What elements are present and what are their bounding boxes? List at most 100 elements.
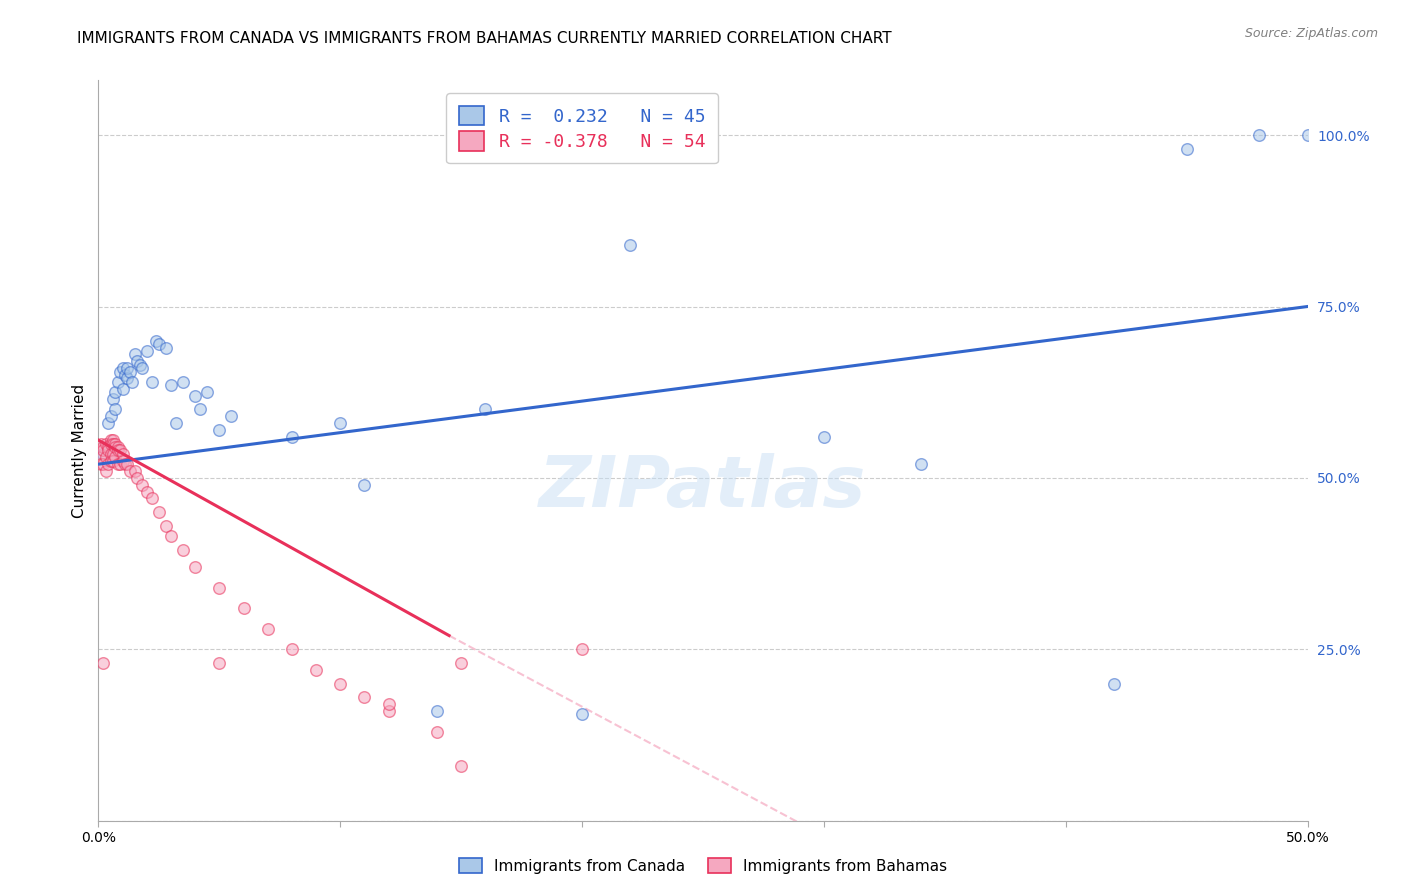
Point xyxy=(94,450,117,465)
Point xyxy=(208,656,231,670)
Point xyxy=(619,237,641,252)
Point xyxy=(281,642,304,657)
Text: IMMIGRANTS FROM CANADA VS IMMIGRANTS FROM BAHAMAS CURRENTLY MARRIED CORRELATION : IMMIGRANTS FROM CANADA VS IMMIGRANTS FRO… xyxy=(77,31,891,46)
Point xyxy=(101,392,124,406)
Point xyxy=(281,430,304,444)
Y-axis label: Currently Married: Currently Married xyxy=(72,384,87,517)
Point xyxy=(117,371,139,385)
Point xyxy=(100,409,122,424)
Point xyxy=(571,642,593,657)
Point xyxy=(118,365,141,379)
Point xyxy=(1296,128,1319,142)
Point xyxy=(111,361,134,376)
Point xyxy=(377,697,399,711)
Point xyxy=(107,443,129,458)
Point xyxy=(108,443,131,458)
Point xyxy=(91,656,114,670)
Point xyxy=(571,707,593,722)
Point xyxy=(256,622,278,636)
Point xyxy=(155,341,177,355)
Point xyxy=(100,436,122,450)
Point xyxy=(124,347,146,361)
Point xyxy=(107,457,129,471)
Point xyxy=(155,519,177,533)
Point xyxy=(94,436,117,450)
Point xyxy=(100,447,122,461)
Point xyxy=(329,676,352,690)
Point xyxy=(141,491,163,506)
Point xyxy=(208,423,231,437)
Point xyxy=(148,505,170,519)
Point xyxy=(101,454,124,468)
Point xyxy=(426,704,449,718)
Point xyxy=(329,416,352,430)
Point xyxy=(910,457,932,471)
Point xyxy=(141,375,163,389)
Point xyxy=(121,375,143,389)
Point xyxy=(97,443,120,458)
Point xyxy=(107,440,129,454)
Point xyxy=(101,433,124,447)
Point xyxy=(97,440,120,454)
Point xyxy=(353,477,375,491)
Point xyxy=(118,464,141,478)
Point xyxy=(108,365,131,379)
Point xyxy=(450,759,472,773)
Point xyxy=(160,378,183,392)
Point xyxy=(107,375,129,389)
Point xyxy=(91,447,114,461)
Point xyxy=(377,704,399,718)
Point xyxy=(108,457,131,471)
Point xyxy=(101,447,124,461)
Point xyxy=(94,464,117,478)
Point xyxy=(127,354,149,368)
Point xyxy=(184,560,207,574)
Point xyxy=(90,457,112,471)
Point xyxy=(305,663,328,677)
Point xyxy=(127,471,149,485)
Point xyxy=(124,464,146,478)
Point xyxy=(117,457,139,471)
Point xyxy=(104,385,127,400)
Point xyxy=(91,457,114,471)
Point xyxy=(145,334,167,348)
Point xyxy=(104,402,127,417)
Point xyxy=(172,542,194,557)
Text: ZIPatlas: ZIPatlas xyxy=(540,453,866,522)
Point xyxy=(172,375,194,389)
Point xyxy=(813,430,835,444)
Point xyxy=(111,447,134,461)
Point xyxy=(90,436,112,450)
Point xyxy=(165,416,187,430)
Point xyxy=(1175,142,1198,156)
Point xyxy=(104,440,127,454)
Point xyxy=(450,656,472,670)
Text: Source: ZipAtlas.com: Source: ZipAtlas.com xyxy=(1244,27,1378,40)
Point xyxy=(90,450,112,465)
Point xyxy=(131,361,153,376)
Point xyxy=(111,382,134,396)
Point xyxy=(101,436,124,450)
Point xyxy=(135,344,157,359)
Point xyxy=(426,724,449,739)
Point xyxy=(188,402,211,417)
Point xyxy=(91,440,114,454)
Point xyxy=(104,436,127,450)
Point xyxy=(117,361,139,376)
Point xyxy=(148,337,170,351)
Point xyxy=(104,450,127,465)
Point xyxy=(91,443,114,458)
Point xyxy=(114,368,136,382)
Point xyxy=(128,358,150,372)
Legend: R =  0.232   N = 45, R = -0.378   N = 54: R = 0.232 N = 45, R = -0.378 N = 54 xyxy=(446,93,718,163)
Point xyxy=(1102,676,1125,690)
Point xyxy=(135,484,157,499)
Point xyxy=(160,529,183,543)
Point xyxy=(474,402,496,417)
Point xyxy=(97,416,120,430)
Point xyxy=(111,454,134,468)
Point xyxy=(221,409,243,424)
Point xyxy=(1249,128,1271,142)
Point xyxy=(100,454,122,468)
Point xyxy=(195,385,218,400)
